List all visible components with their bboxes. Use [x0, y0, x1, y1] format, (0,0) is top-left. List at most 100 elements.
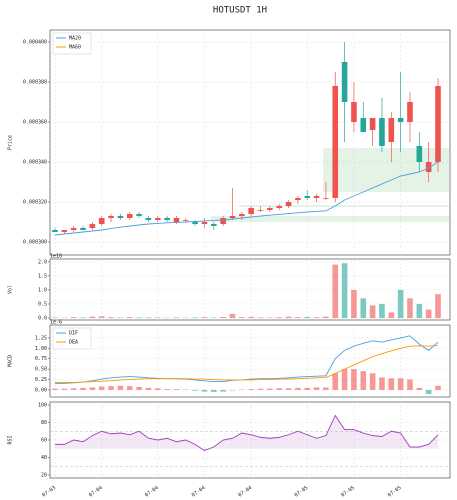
volume-bar — [154, 317, 161, 319]
chart-title: HOTUSDT 1H — [213, 6, 267, 16]
candle-body — [323, 198, 329, 199]
macd-bar — [379, 377, 385, 390]
macd-bar — [192, 389, 198, 391]
candle-body — [304, 196, 311, 198]
macd-bar — [126, 386, 133, 390]
volume-bar — [248, 316, 254, 319]
candle-body — [285, 202, 292, 206]
volume-bar — [89, 316, 96, 319]
legend-label: DIF — [69, 331, 78, 337]
macd-bar — [108, 386, 114, 390]
volume-bar — [201, 317, 208, 319]
macd-bar — [52, 388, 58, 390]
macd-bar — [145, 387, 152, 390]
candle-body — [192, 222, 198, 224]
y-tick-label: 0.0 — [38, 316, 47, 322]
volume-bar — [285, 316, 292, 319]
macd-bar — [257, 388, 264, 390]
y-tick-label: 1.25 — [35, 335, 47, 341]
volume-bar — [117, 317, 124, 319]
macd-bar — [276, 388, 282, 390]
volume-bar — [369, 305, 376, 319]
macd-bar — [80, 387, 86, 390]
volume-bar — [211, 317, 217, 319]
volume-bar — [267, 317, 273, 319]
volume-bar — [416, 303, 423, 319]
panel-frame — [49, 324, 451, 398]
candle-body — [435, 86, 441, 162]
zone — [239, 205, 449, 207]
candle-body — [425, 162, 432, 172]
macd-bar — [313, 387, 320, 390]
volume-bar — [173, 317, 180, 319]
y-axis-label: Vol — [8, 285, 14, 294]
macd-bar — [425, 389, 432, 395]
candle-body — [201, 222, 208, 224]
volume-bar — [136, 317, 142, 319]
candle-body — [229, 216, 236, 218]
candle-body — [61, 230, 68, 232]
rsi-line — [55, 414, 439, 451]
macd-bar — [285, 388, 292, 390]
volume-bar — [126, 317, 133, 319]
y-tick-label: 0.5 — [38, 301, 47, 307]
candle-body — [220, 218, 226, 224]
series-line — [55, 344, 439, 383]
candle-body — [295, 198, 301, 200]
macd-bar — [435, 385, 441, 390]
volume-bar — [323, 316, 329, 319]
volume-bar — [295, 317, 301, 319]
candle-body — [145, 218, 152, 220]
x-tick-label: 07-04 — [144, 485, 160, 499]
candle-body — [126, 214, 133, 218]
macd-bar — [351, 369, 357, 390]
volume-bar — [341, 263, 348, 319]
x-tick-label: 07-05 — [340, 485, 356, 499]
macd-bar — [407, 379, 413, 390]
candle-body — [379, 118, 385, 146]
macd-bar — [323, 387, 329, 390]
y-tick-label: 1.00 — [35, 346, 47, 352]
y-tick-label: 0.000360 — [23, 120, 47, 126]
y-tick-label: 0.25 — [35, 377, 47, 383]
rsi-fill — [55, 415, 438, 451]
volume-bar — [425, 309, 432, 319]
y-tick-label: 1.5 — [38, 273, 47, 279]
volume-bar — [276, 317, 282, 319]
volume-bar — [257, 317, 264, 319]
y-tick-label: 0.00 — [35, 387, 47, 393]
candle-body — [182, 220, 189, 221]
candle-body — [117, 216, 124, 218]
candle-body — [276, 206, 282, 208]
macd-bar — [98, 386, 105, 390]
candle-body — [267, 208, 273, 210]
y-tick-label: 0.000300 — [23, 240, 47, 246]
volume-bar — [192, 317, 198, 319]
candle-body — [154, 218, 161, 220]
candle-body — [416, 146, 423, 162]
candle-body — [369, 118, 376, 130]
x-tick-label: 07-05 — [293, 485, 309, 499]
x-tick-label: 07-03 — [41, 485, 57, 499]
zone — [211, 216, 449, 222]
candle-body — [239, 214, 245, 216]
candle-body — [98, 218, 105, 224]
candle-body — [136, 214, 142, 216]
candle-body — [351, 102, 357, 122]
offset-label: 1e-6 — [50, 320, 62, 326]
macd-bar — [416, 387, 423, 390]
macd-bar — [173, 389, 180, 390]
candle-body — [397, 118, 404, 122]
volume-bar — [145, 317, 152, 319]
volume-bar — [351, 289, 357, 319]
offset-label: 1e10 — [50, 254, 62, 260]
volume-bar — [313, 317, 320, 319]
y-tick-label: 0.000380 — [23, 80, 47, 86]
candle-body — [248, 208, 254, 214]
volume-bar — [80, 317, 86, 319]
y-tick-label: 0.000400 — [23, 40, 47, 46]
macd-bar — [164, 389, 170, 390]
volume-bar — [407, 298, 413, 319]
y-tick-label: 2.0 — [38, 259, 47, 265]
